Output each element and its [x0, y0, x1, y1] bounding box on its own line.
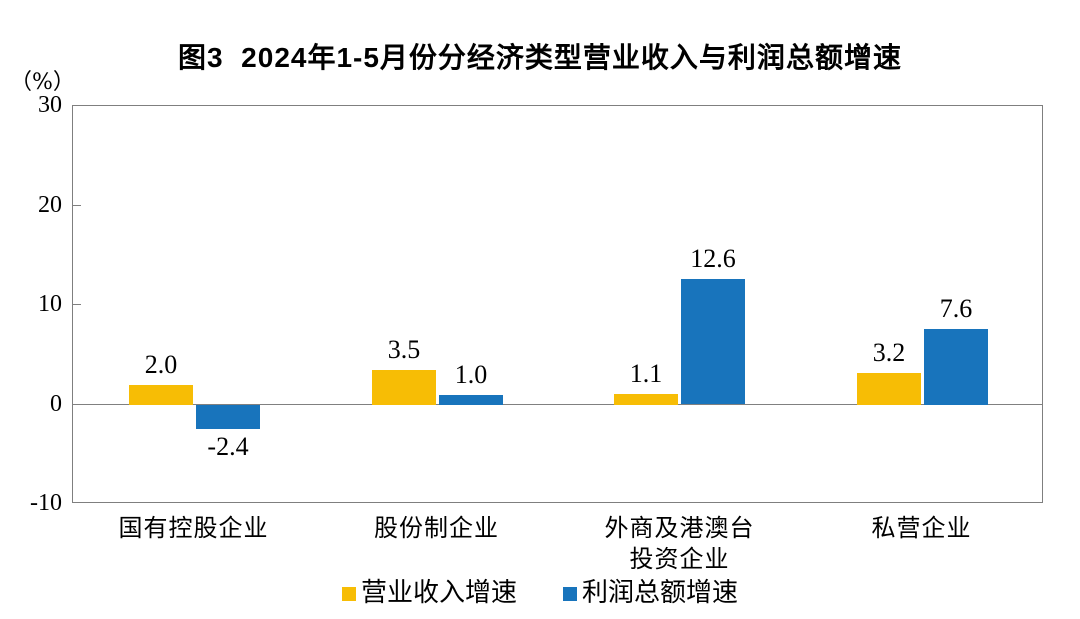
y-tick-label: -10 [30, 490, 62, 516]
bar-value-label: 3.2 [872, 338, 906, 367]
bar-value-label: 12.6 [690, 244, 736, 273]
legend-item: 营业收入增速 [341, 577, 517, 609]
bar-value-label: 2.0 [144, 350, 178, 379]
legend: 营业收入增速 利润总额增速 [0, 577, 1080, 609]
bar-利润总额增速-股份制企业 [439, 395, 503, 405]
bar-value-label: -2.4 [207, 432, 249, 461]
bar-营业收入增速-外商及港澳台投资企业 [614, 394, 678, 405]
category-label: 外商及港澳台 投资企业 [604, 514, 755, 573]
bar-利润总额增速-私营企业 [924, 329, 988, 405]
y-tick-label: 0 [50, 391, 62, 417]
category-label: 私营企业 [871, 514, 972, 542]
zero-gridline [73, 404, 1042, 405]
plot-area: 2.0 -2.4 3.5 1.0 1.1 12.6 3.2 7.6 [72, 105, 1043, 503]
legend-swatch-icon [563, 587, 577, 601]
bar-value-label: 7.6 [939, 294, 973, 323]
bar-value-label: 1.0 [454, 360, 488, 389]
x-axis-category-labels: 国有控股企业 股份制企业 外商及港澳台 投资企业 私营企业 [72, 513, 1043, 583]
y-axis-tick-mark [73, 304, 81, 305]
bar-营业收入增速-国有控股企业 [129, 385, 193, 405]
bar-利润总额增速-外商及港澳台投资企业 [681, 279, 745, 404]
y-axis-tick-mark [73, 205, 81, 206]
legend-swatch-icon [341, 587, 356, 601]
bar-value-label: 3.5 [387, 335, 421, 364]
category-label: 股份制企业 [374, 514, 499, 542]
bar-value-label: 1.1 [629, 359, 663, 388]
legend-item: 利润总额增速 [563, 577, 738, 609]
legend-label: 营业收入增速 [360, 578, 517, 608]
legend-label: 利润总额增速 [582, 578, 739, 608]
category-label: 国有控股企业 [118, 514, 269, 542]
y-tick-label: 20 [38, 192, 62, 218]
bar-利润总额增速-国有控股企业 [196, 405, 260, 429]
y-tick-label: 30 [38, 92, 62, 118]
y-axis-unit-label: （%） [10, 70, 75, 95]
bar-营业收入增速-股份制企业 [372, 370, 436, 405]
bar-营业收入增速-私营企业 [857, 373, 921, 405]
y-tick-label: 10 [38, 291, 62, 317]
chart-title: 图3 2024年1-5月份分经济类型营业收入与利润总额增速 [178, 42, 902, 73]
